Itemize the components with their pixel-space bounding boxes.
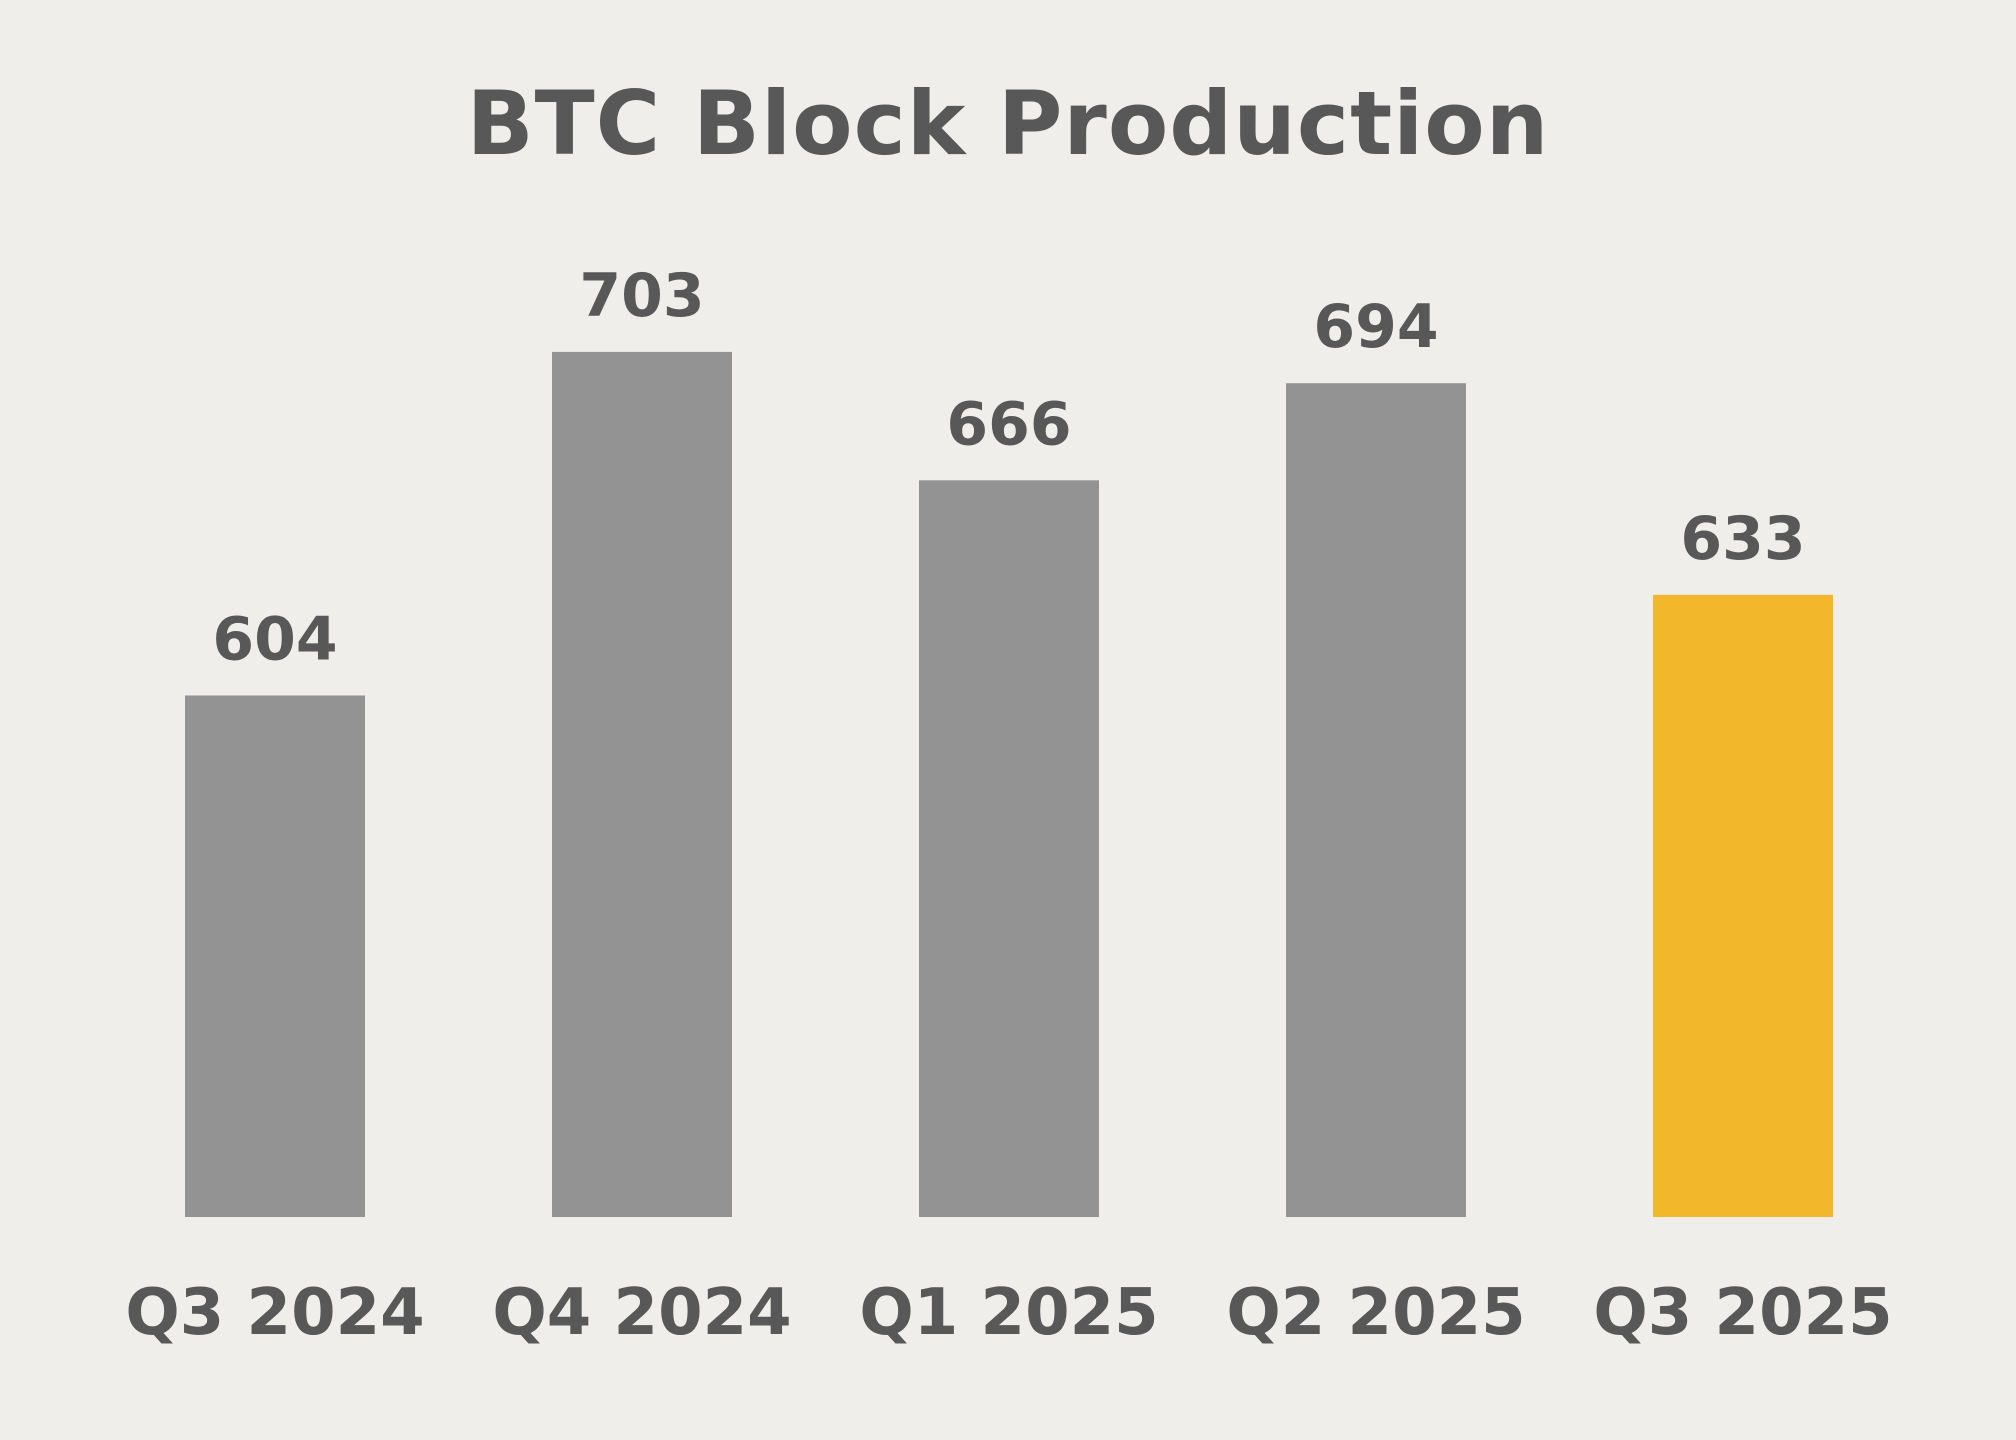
bar-q2-2025 [1286,383,1466,1217]
category-label: Q4 2024 [492,1276,791,1350]
bar-q4-2024 [552,351,732,1217]
category-labels-layer: Q3 2024 Q4 2024 Q1 2025 Q2 2025 Q3 2025 [125,1276,1892,1350]
data-label: 604 [212,605,337,675]
category-label: Q3 2025 [1593,1276,1892,1350]
chart-title: BTC Block Production [466,72,1550,175]
category-label: Q2 2025 [1226,1276,1525,1350]
data-label: 694 [1313,292,1438,362]
bars-layer [185,351,1833,1217]
bar-q3-2025 [1653,594,1833,1217]
value-labels-layer: 604 703 666 694 633 [212,261,1805,675]
category-label: Q1 2025 [859,1276,1158,1350]
category-label: Q3 2024 [125,1276,424,1350]
data-label: 703 [579,261,704,331]
bar-q1-2025 [919,480,1099,1217]
data-label: 666 [946,389,1071,459]
bar-q3-2024 [185,695,365,1217]
data-label: 633 [1680,504,1805,574]
